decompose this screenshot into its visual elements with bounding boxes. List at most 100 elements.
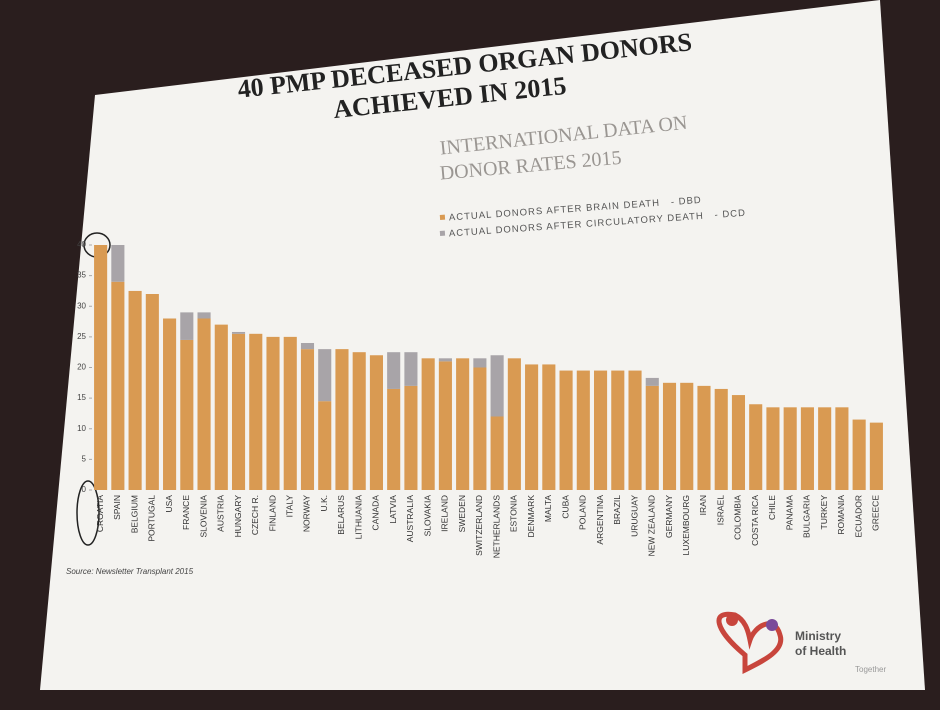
x-tick-label: GREECE — [871, 495, 881, 531]
x-tick-label: SPAIN — [112, 495, 122, 520]
x-tick-label: ESTONIA — [509, 495, 519, 532]
legend-swatch — [439, 230, 446, 236]
bar-segment — [231, 333, 246, 490]
y-tick-label: 0 — [82, 485, 87, 494]
source-note: Source: Newsletter Transplant 2015 — [66, 567, 194, 576]
bar-segment — [300, 343, 315, 350]
bar-segment — [628, 370, 642, 490]
bar-segment — [818, 407, 832, 490]
bar-segment — [438, 358, 452, 362]
bar-segment — [318, 401, 332, 490]
x-tick-label: NORWAY — [302, 495, 312, 532]
bar-segment — [576, 370, 590, 490]
x-tick-label: CZECH R. — [250, 495, 260, 535]
x-tick-label: LITHUANIA — [353, 495, 363, 540]
bar-segment — [387, 388, 401, 490]
x-tick-label: CROATIA — [95, 495, 105, 532]
bar-segment — [697, 385, 711, 490]
y-tick-label: 40 — [77, 240, 86, 249]
bar-segment — [231, 331, 246, 334]
logo-text: Ministry — [795, 629, 841, 643]
bar-segment — [145, 294, 159, 490]
x-tick-label: COLOMBIA — [733, 495, 743, 540]
x-tick-label: POLAND — [578, 495, 588, 530]
logo-text: Together — [855, 665, 886, 674]
x-tick-label: LUXEMBOURG — [681, 495, 691, 555]
bar-segment — [783, 407, 797, 490]
x-tick-label: CHILE — [767, 495, 777, 520]
bar-segment — [404, 352, 418, 386]
bar-segment — [249, 333, 263, 490]
bar-segment — [852, 419, 866, 490]
bar-segment — [404, 385, 418, 490]
x-tick-label: BULGARIA — [802, 495, 812, 538]
y-tick-label: 30 — [77, 301, 86, 310]
bar-segment — [490, 416, 504, 490]
bar-segment — [387, 352, 401, 389]
x-tick-label: NETHERLANDS — [491, 495, 501, 559]
bar-segment — [197, 318, 211, 490]
bar-segment — [473, 367, 487, 490]
x-tick-label: AUSTRIA — [216, 495, 226, 532]
x-tick-label: DENMARK — [526, 495, 536, 538]
bar-segment — [594, 370, 608, 490]
logo-dot — [766, 619, 778, 631]
bar-segment — [680, 382, 694, 490]
logo-dot — [726, 614, 738, 626]
y-tick-label: 25 — [77, 332, 86, 341]
bar-segment — [766, 407, 780, 490]
x-tick-label: BELGIUM — [129, 495, 139, 533]
x-tick-label: ISRAEL — [715, 495, 725, 526]
y-tick-label: 10 — [77, 424, 86, 433]
bar-segment — [335, 349, 349, 490]
bar-segment — [559, 370, 573, 490]
x-tick-label: IRAN — [698, 495, 708, 515]
x-tick-label: CANADA — [371, 495, 381, 531]
bar-segment — [507, 358, 521, 490]
x-tick-label: PORTUGAL — [147, 495, 157, 542]
x-tick-label: URUGUAY — [629, 495, 639, 537]
x-tick-label: PANAMA — [784, 495, 794, 531]
slide — [40, 0, 925, 690]
x-tick-label: BELARUS — [336, 495, 346, 535]
bar-segment — [352, 352, 366, 490]
x-tick-label: AUSTRALIA — [405, 495, 415, 543]
bar-segment — [800, 407, 814, 490]
x-tick-label: U.K. — [319, 495, 329, 512]
x-tick-label: SWITZERLAND — [474, 495, 484, 556]
x-tick-label: ARGENTINA — [595, 495, 605, 545]
x-tick-label: HUNGARY — [233, 495, 243, 538]
bar-segment — [111, 245, 125, 282]
x-tick-label: IRELAND — [440, 495, 450, 532]
bar-segment — [163, 318, 177, 490]
bar-segment — [662, 382, 677, 490]
bar-segment — [421, 358, 435, 490]
x-tick-label: NEW ZEALAND — [647, 495, 657, 556]
y-tick-label: 15 — [77, 393, 86, 402]
x-tick-label: FRANCE — [181, 495, 191, 530]
bar-segment — [180, 312, 194, 340]
x-tick-label: ECUADOR — [853, 495, 863, 538]
bar-segment — [456, 358, 470, 490]
y-tick-label: 35 — [77, 271, 86, 280]
x-tick-label: GERMANY — [664, 495, 674, 538]
x-tick-label: SLOVENIA — [198, 495, 208, 538]
x-tick-label: SLOVAKIA — [422, 495, 432, 537]
bar-segment — [283, 336, 297, 490]
y-tick-label: 20 — [77, 363, 86, 372]
bar-segment — [180, 339, 194, 490]
x-tick-label: ITALY — [285, 495, 295, 518]
bar-segment — [94, 245, 108, 490]
highlight-circle — [76, 480, 100, 546]
x-tick-label: FINLAND — [267, 495, 277, 531]
x-tick-label: MALTA — [543, 495, 553, 522]
y-tick-label: 5 — [82, 454, 87, 463]
x-tick-label: SWEDEN — [457, 495, 467, 532]
bar-segment — [835, 407, 849, 490]
bar-segment — [214, 324, 228, 490]
x-tick-label: LATVIA — [388, 495, 398, 524]
bar-segment — [542, 364, 556, 490]
logo-text: of Health — [795, 644, 846, 658]
